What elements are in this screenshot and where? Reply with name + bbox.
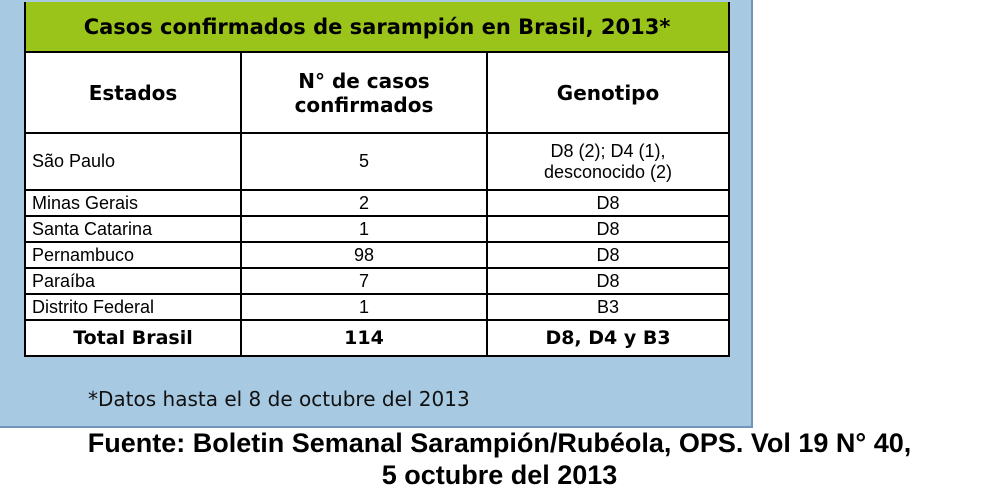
table-row: Santa Catarina 1 D8	[24, 215, 731, 243]
header-casos-line1: N° de casos	[298, 68, 430, 93]
cell-estado: Santa Catarina	[24, 215, 242, 243]
source-citation: Fuente: Boletin Semanal Sarampión/Rubéol…	[0, 427, 999, 491]
cell-genotipo: D8	[485, 215, 731, 243]
cell-estado: Pernambuco	[24, 241, 242, 269]
cell-estado: São Paulo	[24, 132, 242, 191]
total-label: Total Brasil	[24, 319, 242, 357]
cell-casos: 2	[240, 189, 488, 217]
cell-genotipo: B3	[485, 293, 731, 321]
header-casos: N° de casos confirmados	[240, 51, 488, 134]
cell-casos: 98	[240, 241, 488, 269]
header-estados: Estados	[24, 51, 242, 134]
table-row: Distrito Federal 1 B3	[24, 293, 731, 321]
cell-casos: 5	[240, 132, 488, 191]
measles-table-container: Casos confirmados de sarampión en Brasil…	[23, 2, 731, 357]
cell-estado: Minas Gerais	[24, 189, 242, 217]
total-casos: 114	[240, 319, 488, 357]
cell-casos: 7	[240, 267, 488, 295]
source-line2: 5 octubre del 2013	[381, 460, 618, 490]
total-genotipo: D8, D4 y B3	[485, 319, 731, 357]
total-row: Total Brasil 114 D8, D4 y B3	[24, 319, 731, 357]
cell-estado: Paraíba	[24, 267, 242, 295]
table-row: São Paulo 5 D8 (2); D4 (1), desconocido …	[24, 132, 731, 191]
cell-genotipo: D8 (2); D4 (1), desconocido (2)	[485, 132, 731, 191]
cell-casos: 1	[240, 215, 488, 243]
measles-cases-table: Casos confirmados de sarampión en Brasil…	[23, 2, 731, 357]
table-row: Pernambuco 98 D8	[24, 241, 731, 269]
cell-genotipo: D8	[485, 189, 731, 217]
cell-genotipo: D8	[485, 241, 731, 269]
table-row: Minas Gerais 2 D8	[24, 189, 731, 217]
table-row: Paraíba 7 D8	[24, 267, 731, 295]
table-title: Casos confirmados de sarampión en Brasil…	[23, 2, 731, 53]
source-line1: Fuente: Boletin Semanal Sarampión/Rubéol…	[87, 428, 912, 458]
cell-genotipo-line2: desconocido (2)	[543, 161, 673, 182]
header-casos-line2: confirmados	[294, 92, 434, 117]
background-panel: Casos confirmados de sarampión en Brasil…	[0, 0, 753, 428]
header-genotipo: Genotipo	[485, 51, 731, 134]
cell-genotipo-line1: D8 (2); D4 (1),	[550, 140, 666, 161]
cell-casos: 1	[240, 293, 488, 321]
cell-genotipo: D8	[485, 267, 731, 295]
cell-estado: Distrito Federal	[24, 293, 242, 321]
footnote: *Datos hasta el 8 de octubre del 2013	[88, 387, 470, 411]
